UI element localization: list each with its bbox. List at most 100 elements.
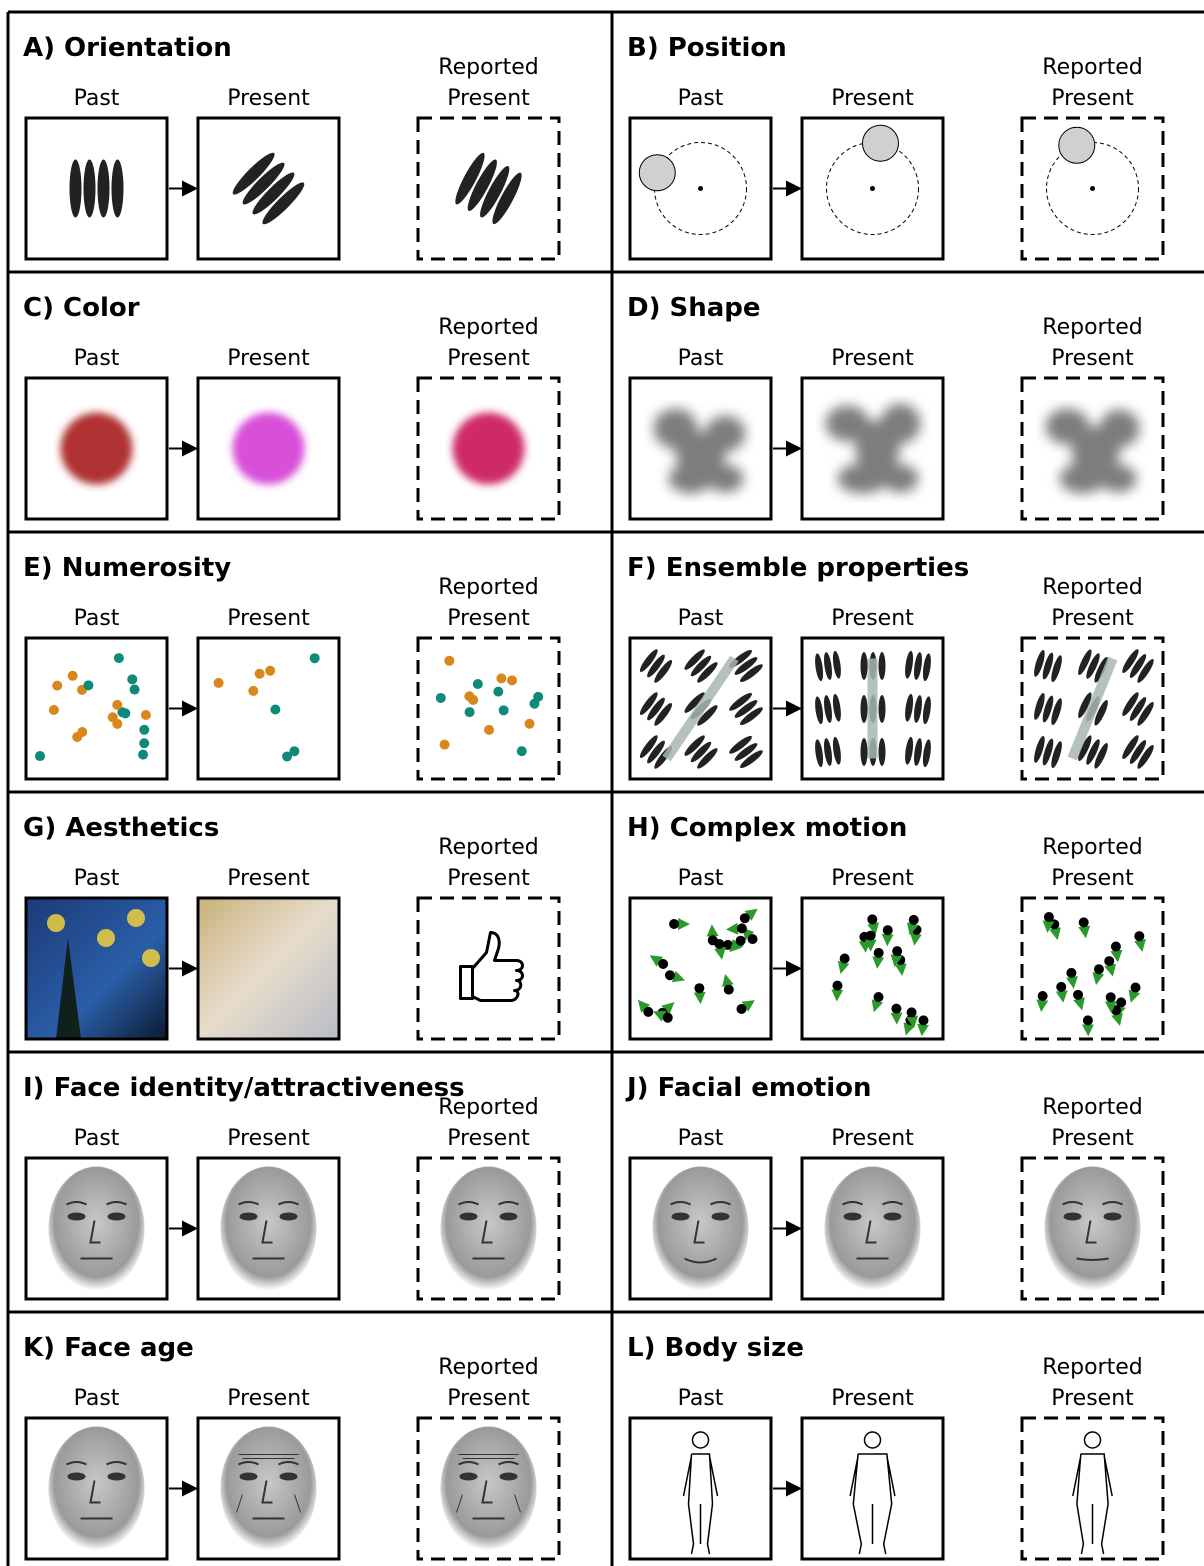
panel-title: A) Orientation (23, 33, 232, 63)
panel-title: D) Shape (627, 293, 761, 323)
stimulus (1036, 911, 1146, 1037)
texture-bar (729, 692, 752, 711)
texture-bar (1137, 745, 1154, 769)
texture-bar (734, 657, 758, 675)
wrinkles (236, 1454, 301, 1513)
motion-dot (839, 953, 850, 964)
stimulus-box (196, 376, 341, 521)
box-label: Past (678, 1126, 724, 1151)
stimulus (452, 412, 525, 485)
dot (138, 749, 149, 760)
box-label: Present (227, 1386, 310, 1411)
texture-bar (1129, 654, 1147, 678)
body (1072, 1431, 1113, 1555)
stimulus (1046, 126, 1139, 235)
stimulus (435, 655, 544, 757)
grating-bar (232, 152, 275, 195)
torso (682, 1453, 719, 1555)
box-label: Reported (438, 315, 538, 340)
texture-bar (922, 653, 931, 682)
stimulus (440, 1426, 537, 1551)
motion-dot (873, 947, 884, 958)
nose (1085, 1220, 1097, 1244)
texture-bar (1051, 698, 1062, 726)
motion-dot (867, 914, 878, 925)
reported-box (416, 1416, 561, 1561)
dot (289, 746, 300, 757)
texture-bar (860, 652, 868, 680)
grating-bar (97, 159, 110, 218)
texture-bar (1086, 653, 1100, 679)
dot (493, 686, 504, 697)
dot (270, 704, 281, 715)
box-label: Present (447, 1126, 530, 1151)
stimulus (825, 403, 921, 494)
stimulus (639, 649, 763, 769)
stimulus (232, 412, 305, 485)
texture-bar (684, 649, 705, 670)
dot (107, 712, 118, 723)
motion-dot (873, 991, 884, 1002)
box-label: Present (1051, 866, 1134, 891)
panel: L) Body size Past Present Reported Present (627, 1333, 1165, 1561)
stimulus-box (800, 1416, 945, 1561)
dot (213, 677, 224, 688)
texture-bar (647, 697, 665, 721)
box-label: Present (831, 1126, 914, 1151)
face-features (238, 1201, 299, 1260)
stimulus-box (800, 1156, 945, 1301)
blob-part (825, 405, 870, 442)
stimulus-box (800, 116, 945, 261)
stimulus (440, 1166, 537, 1291)
eye (107, 1212, 126, 1221)
star (97, 929, 115, 947)
stimulus-box (628, 1156, 773, 1301)
motion-dot (1104, 956, 1115, 967)
reported-box (416, 636, 561, 781)
box-label: Reported (1042, 55, 1142, 80)
panel-title: E) Numerosity (23, 553, 231, 583)
mouth (684, 1257, 717, 1264)
dot (113, 653, 124, 664)
stimulus-box (24, 376, 169, 521)
blob-part (707, 464, 744, 493)
box-label: Present (1051, 606, 1134, 631)
panel-title: L) Body size (627, 1333, 804, 1363)
box-label: Past (74, 1386, 120, 1411)
face-features (66, 1201, 127, 1260)
motion-dot (658, 958, 669, 969)
panel: C) Color Past Present Reported Present (23, 293, 561, 521)
stimulus (1045, 408, 1140, 494)
stimulus (815, 650, 931, 768)
stimulus-box (800, 896, 945, 1041)
texture-bar (697, 705, 718, 726)
box-label: Past (678, 1386, 724, 1411)
dot (254, 668, 265, 679)
eye (883, 1212, 902, 1221)
disc (1058, 126, 1096, 164)
box-label: Past (678, 346, 724, 371)
nose (261, 1220, 273, 1244)
stimulus-box (24, 116, 169, 261)
motion-dot (723, 984, 734, 995)
eye (711, 1212, 730, 1221)
torso (1072, 1453, 1113, 1555)
blob-part (1100, 464, 1137, 493)
motion-dot (669, 918, 680, 929)
motion-dot (735, 935, 746, 946)
body (682, 1431, 719, 1555)
box-label: Present (227, 86, 310, 111)
motion-dot (722, 939, 733, 950)
texture-bar (914, 695, 922, 723)
dot (464, 691, 475, 702)
texture-bar (1051, 655, 1062, 683)
texture-bar (697, 748, 718, 769)
texture-bar (832, 650, 841, 679)
motion-dot (865, 930, 876, 941)
box-label: Present (227, 866, 310, 891)
head (863, 1431, 882, 1449)
panel-title: H) Complex motion (627, 813, 907, 843)
head (691, 1431, 710, 1449)
texture-bar (740, 750, 763, 769)
texture-bar (647, 654, 665, 678)
